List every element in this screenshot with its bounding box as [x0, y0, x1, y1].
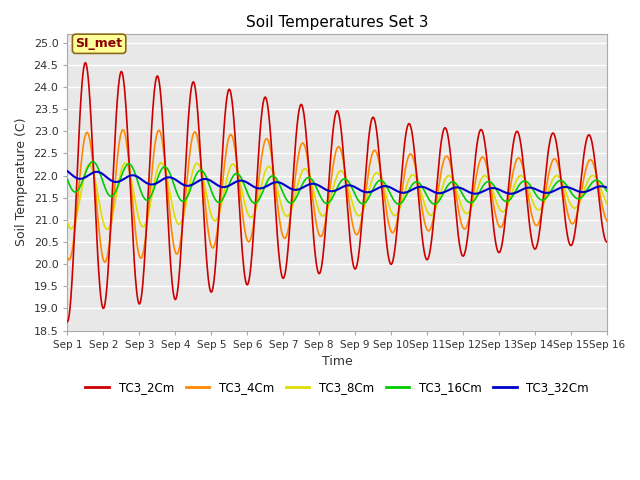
Line: TC3_8Cm: TC3_8Cm	[67, 163, 607, 229]
TC3_8Cm	[157, 160, 165, 166]
Line: TC3_2Cm: TC3_2Cm	[67, 63, 607, 322]
Y-axis label: Soil Temperature (C): Soil Temperature (C)	[15, 118, 28, 246]
TC3_32Cm	[63, 168, 71, 174]
TC3_8Cm	[63, 219, 71, 225]
Text: SI_met: SI_met	[76, 37, 123, 50]
X-axis label: Time: Time	[322, 355, 353, 368]
TC3_16Cm	[395, 201, 403, 207]
TC3_4Cm	[540, 200, 547, 206]
Title: Soil Temperatures Set 3: Soil Temperatures Set 3	[246, 15, 428, 30]
TC3_4Cm	[101, 259, 109, 265]
TC3_2Cm	[171, 296, 179, 302]
TC3_16Cm	[184, 193, 191, 199]
TC3_8Cm	[184, 190, 192, 196]
TC3_2Cm	[244, 281, 252, 287]
TC3_16Cm	[540, 197, 547, 203]
Line: TC3_4Cm: TC3_4Cm	[67, 130, 607, 262]
TC3_4Cm	[603, 218, 611, 224]
TC3_4Cm	[184, 165, 192, 171]
TC3_2Cm	[82, 60, 90, 66]
TC3_4Cm	[244, 239, 252, 245]
TC3_32Cm	[170, 176, 178, 182]
TC3_8Cm	[103, 227, 111, 232]
TC3_8Cm	[492, 198, 500, 204]
TC3_16Cm	[492, 186, 500, 192]
TC3_16Cm	[244, 192, 252, 198]
TC3_32Cm	[603, 185, 611, 191]
TC3_4Cm	[172, 249, 179, 254]
TC3_2Cm	[63, 319, 71, 324]
TC3_16Cm	[422, 190, 429, 196]
TC3_2Cm	[184, 125, 191, 131]
TC3_32Cm	[244, 180, 252, 186]
TC3_32Cm	[184, 183, 191, 189]
Line: TC3_32Cm: TC3_32Cm	[67, 171, 607, 194]
Line: TC3_16Cm: TC3_16Cm	[67, 162, 607, 204]
TC3_32Cm	[492, 185, 499, 191]
TC3_2Cm	[492, 239, 499, 245]
TC3_16Cm	[89, 159, 97, 165]
TC3_2Cm	[540, 195, 547, 201]
TC3_16Cm	[171, 184, 179, 190]
TC3_8Cm	[172, 215, 179, 220]
TC3_2Cm	[603, 239, 611, 245]
TC3_4Cm	[422, 223, 429, 228]
TC3_8Cm	[422, 204, 429, 210]
TC3_32Cm	[421, 184, 429, 190]
TC3_8Cm	[540, 201, 547, 207]
TC3_32Cm	[507, 191, 515, 197]
TC3_4Cm	[119, 127, 127, 132]
TC3_2Cm	[421, 253, 429, 259]
TC3_8Cm	[244, 212, 252, 218]
TC3_4Cm	[492, 214, 500, 220]
Legend: TC3_2Cm, TC3_4Cm, TC3_8Cm, TC3_16Cm, TC3_32Cm: TC3_2Cm, TC3_4Cm, TC3_8Cm, TC3_16Cm, TC3…	[81, 376, 594, 399]
TC3_8Cm	[603, 201, 611, 206]
TC3_32Cm	[540, 190, 547, 195]
TC3_16Cm	[603, 188, 611, 194]
TC3_16Cm	[63, 177, 71, 182]
TC3_4Cm	[63, 255, 71, 261]
